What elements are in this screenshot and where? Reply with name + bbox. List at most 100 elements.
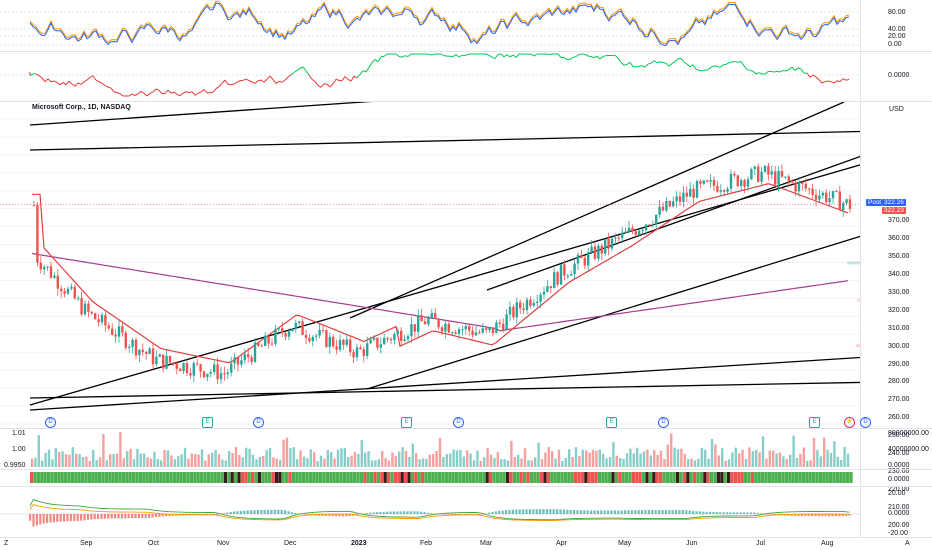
macd-histogram-bar — [637, 510, 640, 514]
earnings-event-icon[interactable]: E — [606, 417, 617, 428]
trend-strip-cell — [839, 472, 843, 483]
candle-body — [570, 274, 573, 276]
macd-histogram-bar — [243, 510, 246, 514]
oscillator-pane[interactable]: 0.0000 — [0, 52, 932, 100]
earnings-event-icon[interactable]: E — [202, 417, 213, 428]
macd-histogram-bar — [107, 514, 110, 519]
candle-body — [328, 336, 331, 347]
trend-strip-cell — [822, 472, 826, 483]
candle-body — [308, 338, 311, 342]
volume-bar — [370, 460, 374, 467]
volume-bar — [843, 447, 846, 467]
osc-segment — [203, 89, 208, 94]
oscillator-axis[interactable] — [860, 52, 932, 100]
candle-body — [53, 275, 56, 278]
candle-body — [209, 372, 212, 374]
volume-bar — [37, 435, 40, 467]
osc-segment — [758, 72, 763, 75]
macd-histogram-bar — [658, 510, 661, 514]
trend-strip-cell — [162, 472, 166, 483]
osc-segment — [269, 75, 274, 80]
macd-histogram-bar — [739, 512, 742, 514]
macd-histogram-bar — [345, 514, 348, 517]
osc-segment — [320, 83, 325, 88]
candle-body — [661, 206, 665, 211]
macd-histogram-bar — [477, 514, 480, 516]
trend-strip-cell — [608, 472, 612, 483]
macd-histogram-bar — [749, 512, 752, 514]
split-event-icon[interactable]: ⚡ — [844, 417, 855, 428]
strip-axis[interactable] — [860, 470, 932, 485]
volume-bar — [588, 452, 591, 467]
vol-tick: 80000000.00 — [888, 430, 929, 437]
volume-bar — [187, 458, 190, 467]
trend-strip-cell — [50, 472, 54, 483]
stochastic-pane[interactable]: 80.00 40.00 20.00 0.00 — [0, 0, 932, 50]
time-axis-zoom-left[interactable]: Z — [4, 540, 9, 547]
dividend-event-icon[interactable]: D — [253, 417, 264, 428]
dividend-event-icon[interactable]: D — [658, 417, 669, 428]
macd-histogram-bar — [141, 514, 144, 519]
osc-segment — [683, 61, 688, 65]
macd-histogram-bar — [273, 509, 276, 514]
volume-bar — [282, 439, 285, 467]
osc-segment — [440, 53, 445, 57]
macd-histogram-bar — [389, 511, 392, 514]
candle-body — [797, 182, 801, 192]
candle-body — [250, 357, 253, 362]
macd-histogram-bar — [35, 514, 38, 526]
osc-segment — [221, 79, 226, 84]
osc-segment — [86, 76, 91, 81]
volume-axis[interactable] — [860, 429, 932, 469]
macd-histogram-bar — [426, 512, 429, 514]
dividend-event-icon[interactable]: D — [453, 417, 464, 428]
candle-body — [420, 315, 423, 322]
macd-histogram-bar — [280, 509, 283, 514]
macd-pane[interactable]: 20.00 0.0000 -20.00 — [0, 487, 932, 537]
trend-strip-pane[interactable]: 0.0000 — [0, 470, 932, 485]
macd-histogram-bar — [579, 510, 582, 514]
candle-body — [114, 334, 117, 337]
osc-segment — [344, 76, 349, 80]
volume-bar — [493, 458, 496, 467]
macd-tick: 20.00 — [888, 490, 906, 497]
trend-strip-cell — [298, 472, 302, 483]
volume-bar — [173, 459, 176, 467]
macd-histogram-bar — [355, 514, 358, 515]
trend-strip-cell — [693, 472, 697, 483]
osc-segment — [212, 88, 217, 93]
volume-bar — [768, 450, 771, 467]
earnings-event-icon[interactable]: E — [809, 417, 820, 428]
earnings-event-icon[interactable]: E — [401, 417, 412, 428]
osc-segment — [383, 53, 388, 57]
candle-body — [410, 324, 413, 337]
dividend-event-icon[interactable]: D — [860, 417, 871, 428]
candle-body — [226, 372, 229, 375]
price-plot[interactable] — [0, 102, 860, 428]
candle-body — [406, 336, 410, 340]
trend-strip-cell — [87, 472, 91, 483]
trend-strip-cell — [550, 472, 554, 483]
price-axis[interactable] — [860, 102, 932, 428]
macd-histogram-bar — [681, 510, 684, 514]
trend-strip-cell — [512, 472, 516, 483]
month-label: Feb — [420, 540, 433, 547]
volume-bar — [840, 460, 843, 467]
stochastic-axis[interactable] — [860, 0, 932, 50]
dividend-event-icon[interactable]: D — [45, 417, 56, 428]
volume-profile-bar — [857, 299, 860, 303]
volume-pane[interactable]: 80000000.00 40000000.00 0.0000 — [0, 429, 932, 469]
price-pane[interactable]: 370.00 360.00 350.00 340.00 330.00 320.00 310.… — [0, 102, 932, 529]
volume-bar — [432, 454, 435, 467]
osc-segment — [776, 70, 781, 73]
osc-segment — [110, 87, 115, 93]
month-label: 2023 — [351, 540, 367, 547]
candle-body — [318, 329, 321, 336]
candle-body — [546, 286, 549, 292]
candle-body — [709, 180, 712, 182]
auto-scale-button[interactable]: A — [905, 540, 910, 547]
macd-axis[interactable] — [860, 487, 932, 537]
trend-strip-cell — [441, 472, 445, 483]
osc-segment — [170, 91, 175, 94]
volume-bar — [78, 454, 81, 467]
